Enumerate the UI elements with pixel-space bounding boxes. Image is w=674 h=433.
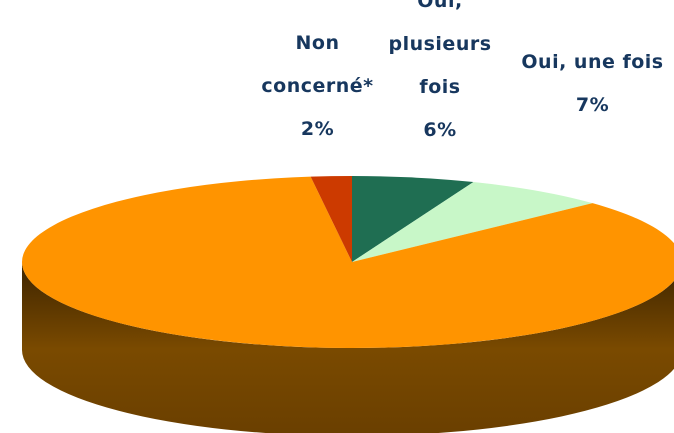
pie-slice	[352, 182, 593, 262]
value-label: 2%	[300, 118, 335, 140]
slice-label: Non concerné* 2%	[245, 22, 390, 151]
value-label: 6%	[423, 119, 457, 141]
pie-slice	[310, 176, 352, 262]
slice-label: Oui, une fois 7%	[520, 41, 665, 127]
category-name: Oui, plusieurs fois	[388, 0, 492, 98]
category-name: Oui, une fois	[521, 51, 664, 73]
pie-slice	[352, 176, 474, 262]
pie-slice	[22, 176, 674, 348]
category-name: Non concerné*	[261, 32, 374, 97]
value-label: 7%	[575, 94, 610, 116]
slice-label: Oui, plusieurs fois 6%	[375, 0, 505, 152]
pie-side	[22, 262, 674, 433]
